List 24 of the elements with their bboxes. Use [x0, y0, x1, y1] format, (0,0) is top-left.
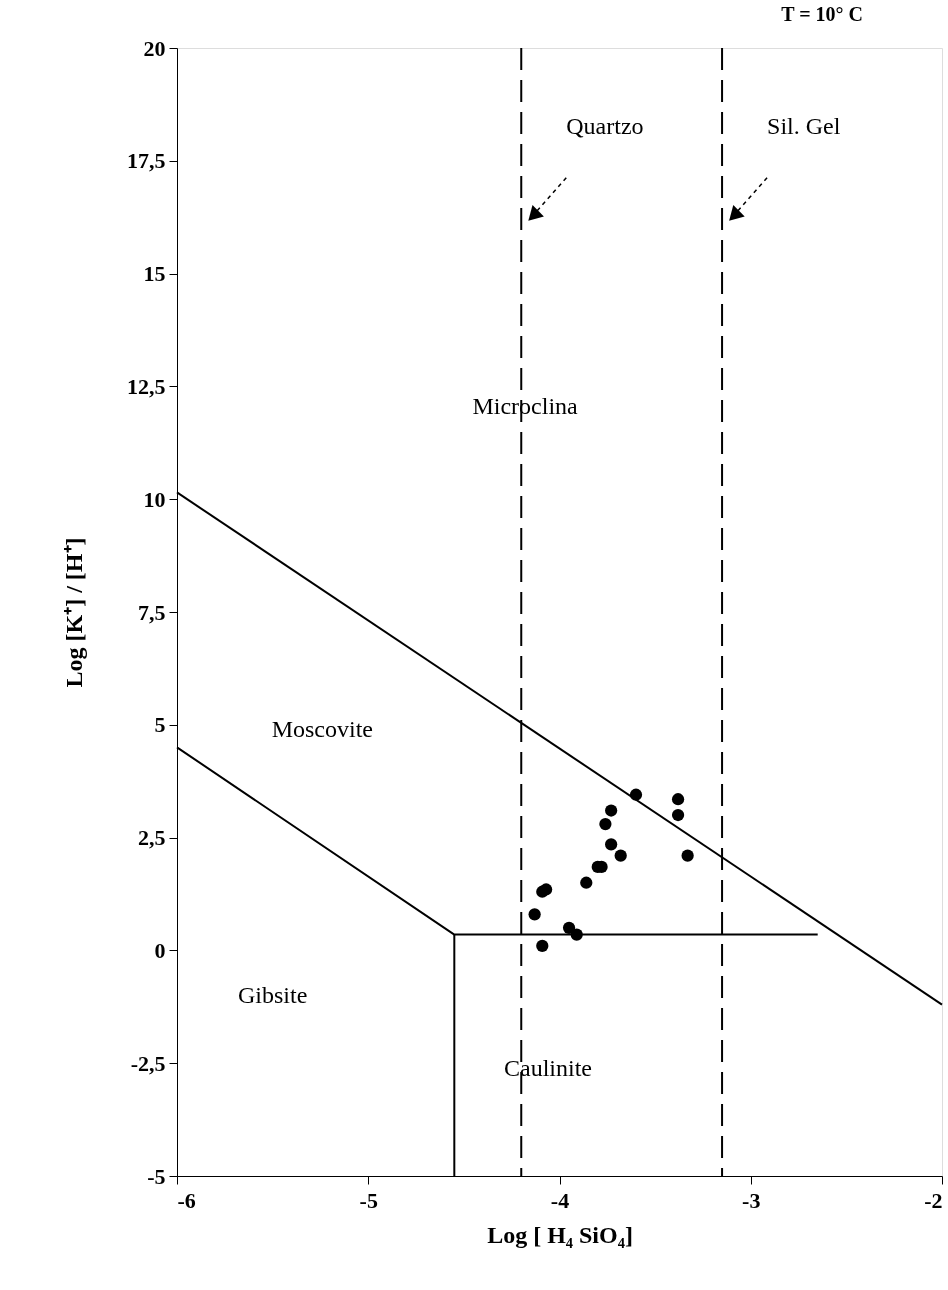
- ref-line-label: Sil. Gel: [767, 112, 841, 139]
- x-tick-label: -3: [742, 1187, 761, 1213]
- y-tick-label: 2,5: [138, 825, 166, 851]
- y-tick-label: 17,5: [127, 148, 166, 174]
- x-tick-label: -5: [359, 1187, 378, 1213]
- y-tick-label: -2,5: [130, 1050, 166, 1076]
- x-tick-label: -2: [924, 1187, 943, 1213]
- annotation: Moscovite: [271, 716, 374, 743]
- y-tick-label: 5: [154, 712, 166, 738]
- y-tick-label: 10: [143, 486, 166, 512]
- x-tick-label: -4: [550, 1187, 570, 1213]
- y-tick-label: 20: [143, 35, 166, 61]
- y-axis-title: Log [K⁺] / [H⁺]: [61, 537, 87, 688]
- y-tick-label: 7,5: [138, 599, 166, 625]
- x-axis-title: Log [ H₄ SiO₄]: [487, 1221, 633, 1248]
- annotation: Gibsite: [237, 981, 308, 1008]
- chart-title: T = 10° C: [781, 3, 863, 25]
- x-tick-label: -6: [177, 1187, 196, 1213]
- y-tick-label: 15: [143, 261, 166, 287]
- ref-line-label: Quartzo: [566, 112, 644, 139]
- annotation: Caulinite: [504, 1054, 593, 1081]
- y-tick-label: 0: [154, 937, 166, 963]
- y-tick-label: 12,5: [127, 373, 166, 399]
- y-tick-label: -5: [147, 1163, 166, 1189]
